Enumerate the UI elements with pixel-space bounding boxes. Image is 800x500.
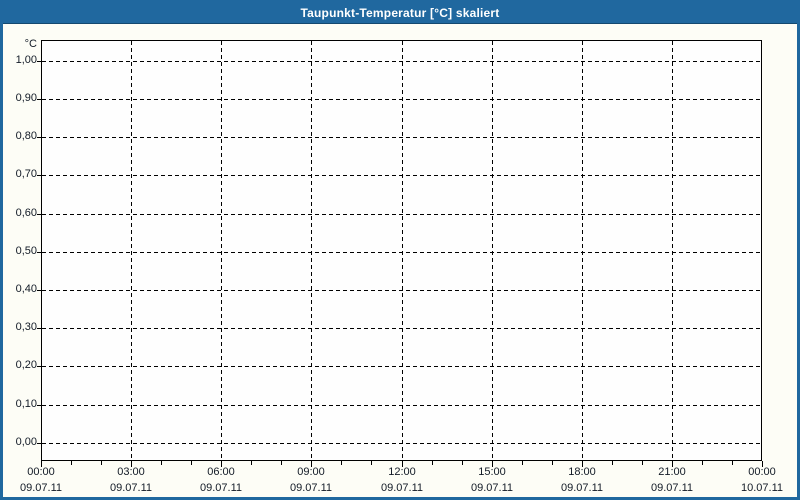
chart-canvas: °C 1,00 0,90 0,80 0,70 0,60 0,50 0,40 0,30 0,20 0… [3, 24, 797, 497]
x-axis-date-label: 09.07.11 [470, 482, 513, 494]
y-axis-tick-label: 0,80 [15, 130, 37, 142]
y-axis-unit-label: °C [24, 38, 37, 50]
x-axis-date-label: 09.07.11 [560, 482, 603, 494]
y-axis-tick-label: 0,70 [15, 168, 37, 180]
x-axis-time-label: 09:00 [297, 466, 325, 478]
x-axis-time-label: 18:00 [568, 466, 596, 478]
y-axis-tick-label: 1,00 [15, 54, 37, 66]
chart-title: Taupunkt-Temperatur [°C] skaliert [300, 6, 500, 20]
x-axis-date-label: 09.07.11 [199, 482, 242, 494]
x-axis-time-label: 21:00 [658, 466, 686, 478]
x-axis-date-label: 09.07.11 [650, 482, 693, 494]
x-axis-date-label: 09.07.11 [109, 482, 152, 494]
x-axis-time-label: 00:00 [27, 466, 55, 478]
y-axis-tick-label: 0,60 [15, 207, 37, 219]
y-axis-tick-label: 0,50 [15, 245, 37, 257]
x-axis-date-label: 10.07.11 [740, 482, 783, 494]
y-axis-tick-label: 0,00 [15, 436, 37, 448]
y-axis-tick-label: 0,90 [15, 92, 37, 104]
y-axis-tick-label: 0,40 [15, 283, 37, 295]
x-axis-time-label: 06:00 [207, 466, 235, 478]
x-axis-time-label: 12:00 [388, 466, 416, 478]
x-axis-time-label: 00:00 [748, 466, 776, 478]
x-axis-date-label: 09.07.11 [289, 482, 332, 494]
plot-area [41, 40, 762, 461]
y-axis-tick-label: 0,30 [15, 321, 37, 333]
x-axis-time-label: 15:00 [478, 466, 506, 478]
x-axis-time-label: 03:00 [117, 466, 145, 478]
y-axis-tick-label: 0,20 [15, 359, 37, 371]
x-axis-date-label: 09.07.11 [19, 482, 62, 494]
x-axis-date-label: 09.07.11 [380, 482, 423, 494]
chart-title-bar: Taupunkt-Temperatur [°C] skaliert [3, 3, 797, 24]
y-axis-tick-label: 0,10 [15, 398, 37, 410]
